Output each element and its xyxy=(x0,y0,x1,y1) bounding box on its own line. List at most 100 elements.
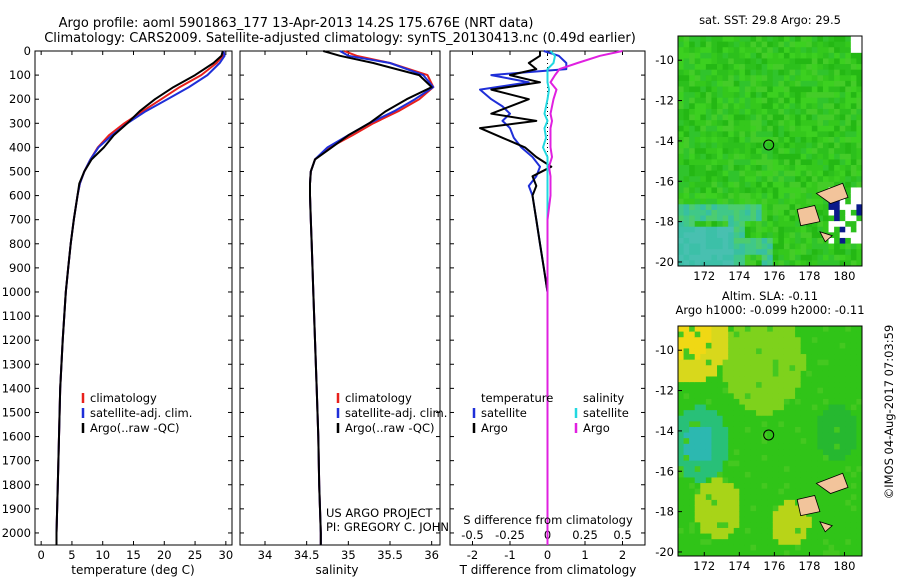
map-cell xyxy=(722,125,729,132)
map-cell xyxy=(728,36,735,43)
map-cell xyxy=(772,181,779,188)
salinity-x-label: 34 xyxy=(258,548,273,562)
map-x-tick-label: 172 xyxy=(693,559,715,573)
map-cell xyxy=(845,438,852,445)
map-cell xyxy=(828,64,835,71)
map-cell xyxy=(800,342,807,349)
map-cell xyxy=(789,370,796,377)
map-cell xyxy=(828,176,835,183)
map-cell xyxy=(711,382,718,389)
map-cell xyxy=(756,120,763,127)
map-cell xyxy=(839,80,846,87)
map-cell xyxy=(834,170,841,177)
map-cell xyxy=(822,120,830,127)
map-cell xyxy=(811,181,818,188)
map-cell xyxy=(806,187,813,194)
map-cell xyxy=(689,114,696,121)
map-cell xyxy=(744,460,751,467)
map-cell xyxy=(800,337,807,344)
map-cell xyxy=(756,527,763,535)
map-cell xyxy=(722,550,729,557)
map-cell xyxy=(722,511,729,518)
map-cell xyxy=(694,36,701,43)
map-cell xyxy=(834,359,841,366)
map-cell xyxy=(806,483,813,490)
map-cell xyxy=(767,471,774,478)
map-cell xyxy=(739,97,746,104)
map-cell xyxy=(694,421,701,428)
map-cell xyxy=(717,36,724,43)
map-cell xyxy=(856,331,863,338)
map-cell xyxy=(811,398,818,406)
map-cell xyxy=(845,187,852,194)
map-cell xyxy=(678,47,685,54)
map-cell xyxy=(828,153,835,160)
map-cell xyxy=(839,41,846,48)
map-cell xyxy=(800,488,807,495)
map-cell xyxy=(767,359,774,366)
map-cell xyxy=(761,331,768,338)
map-cell xyxy=(845,125,852,132)
map-cell xyxy=(694,516,701,523)
map-cell xyxy=(767,260,774,267)
map-cell xyxy=(811,415,818,422)
map-cell xyxy=(845,80,852,87)
map-cell xyxy=(811,114,818,121)
map-cell xyxy=(839,522,846,529)
map-cell xyxy=(800,142,807,149)
map-cell xyxy=(778,47,785,54)
map-cell xyxy=(744,539,751,546)
map-cell xyxy=(795,260,802,267)
map-cell xyxy=(739,148,746,155)
map-cell xyxy=(789,64,796,71)
map-cell xyxy=(839,533,846,540)
map-cell xyxy=(839,370,846,377)
map-cell xyxy=(739,483,746,490)
map-cell xyxy=(750,533,757,540)
map-cell xyxy=(822,215,830,222)
map-cell xyxy=(817,209,824,217)
map-cell xyxy=(739,131,746,138)
map-cell xyxy=(778,170,785,177)
map-cell xyxy=(711,483,718,490)
map-cell xyxy=(678,181,685,188)
map-cell xyxy=(689,86,696,93)
map-cell xyxy=(800,348,807,355)
map-cell xyxy=(689,326,696,333)
map-cell xyxy=(800,232,807,239)
map-cell xyxy=(678,114,685,121)
map-cell xyxy=(767,393,774,400)
map-cell xyxy=(811,359,818,366)
map-cell xyxy=(811,466,818,473)
map-cell xyxy=(733,243,740,250)
map-cell xyxy=(700,209,707,217)
map-cell xyxy=(834,64,841,71)
map-cell xyxy=(822,36,830,43)
map-cell xyxy=(744,86,751,93)
map-cell xyxy=(739,198,746,205)
map-cell xyxy=(772,455,779,462)
map-cell xyxy=(789,86,796,93)
map-cell xyxy=(828,114,835,121)
map-cell xyxy=(717,41,724,48)
map-cell xyxy=(772,483,779,490)
map-cell xyxy=(811,460,818,467)
map-cell xyxy=(856,36,863,43)
map-cell xyxy=(683,260,690,267)
map-cell xyxy=(694,432,701,439)
map-cell xyxy=(739,511,746,518)
map-cell xyxy=(739,170,746,177)
y-tick-label: 1300 xyxy=(2,357,31,371)
map-cell xyxy=(817,426,824,434)
map-cell xyxy=(711,471,718,478)
map-cell xyxy=(744,354,751,361)
map-cell xyxy=(828,516,835,523)
map-cell xyxy=(694,387,701,394)
map-cell xyxy=(783,426,791,434)
map-cell xyxy=(717,209,724,217)
map-cell xyxy=(761,187,768,194)
map-cell xyxy=(689,142,696,149)
map-cell xyxy=(817,148,824,155)
map-cell xyxy=(750,443,757,450)
map-cell xyxy=(750,539,757,546)
